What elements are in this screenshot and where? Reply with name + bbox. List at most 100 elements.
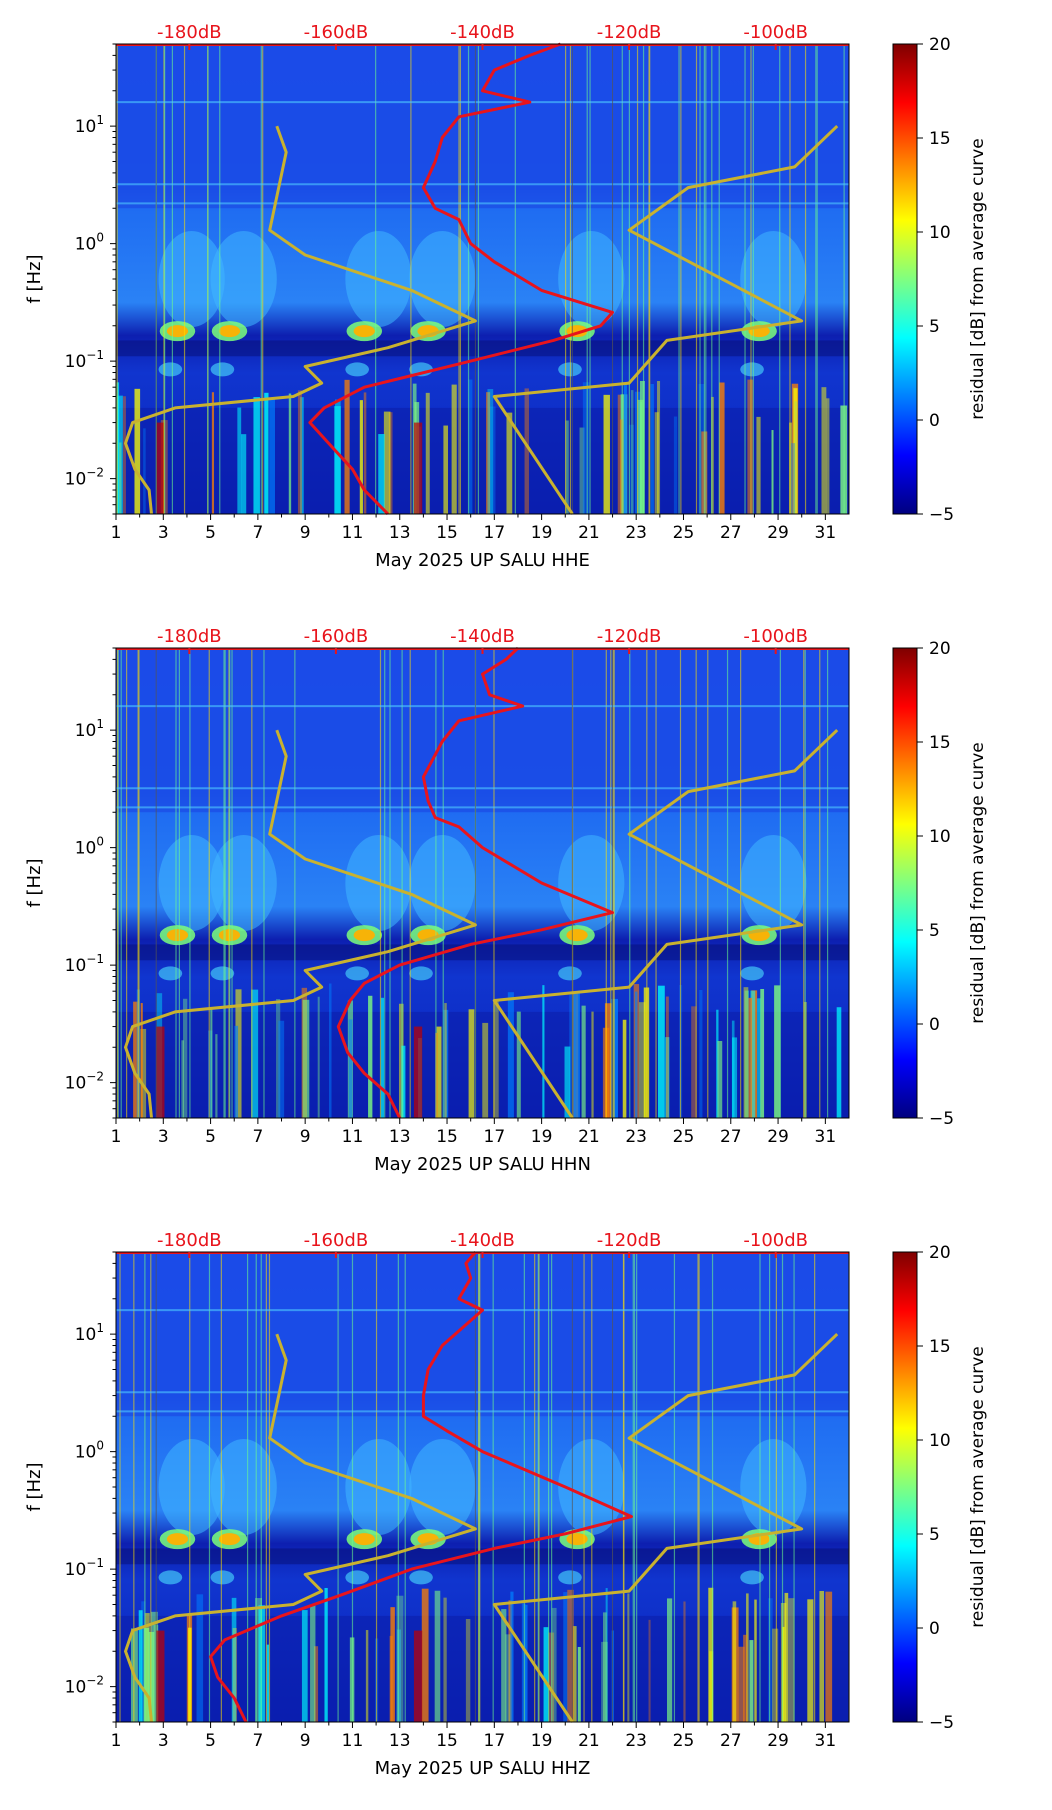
- median-psd-curve: [336, 646, 614, 1119]
- colorbar-tick-label: −5: [929, 1109, 954, 1129]
- x-tick-label: 19: [531, 1731, 553, 1751]
- x-tick-label: 23: [625, 523, 647, 543]
- median-psd-curve: [209, 1251, 633, 1723]
- noise-model-curve: [124, 729, 477, 1119]
- x-tick-label: 5: [205, 1127, 216, 1147]
- lf-streak: [623, 383, 627, 514]
- lf-streak: [138, 1610, 143, 1722]
- microseism-peak: [353, 325, 375, 338]
- x-tick-label: 21: [578, 523, 600, 543]
- lf-streak: [493, 999, 499, 1118]
- lf-streak: [743, 1634, 748, 1722]
- colorbar-gradient: [892, 1251, 918, 1723]
- lf-band: [116, 407, 849, 514]
- colorbar-tick-label: 15: [929, 733, 951, 753]
- lf-streak: [380, 997, 385, 1118]
- lf-streak: [141, 1601, 146, 1722]
- x-tick-label: 7: [252, 1127, 263, 1147]
- y-tick-label: 100: [75, 835, 104, 859]
- lf-burst: [413, 1026, 423, 1118]
- lf-streak: [208, 1030, 213, 1118]
- x-tick-label: 5: [205, 1731, 216, 1751]
- lf-streak: [591, 1011, 594, 1118]
- lf-streak: [234, 1025, 239, 1118]
- lf-streak: [443, 425, 449, 514]
- lf-streak: [150, 1611, 158, 1722]
- lf-streak: [683, 1601, 686, 1722]
- lf-streak: [738, 1646, 745, 1722]
- db-tick-label: -140dB: [450, 22, 515, 43]
- microseism-halo: [210, 1439, 277, 1535]
- lf-streak: [732, 1601, 737, 1722]
- x-tick-label: 7: [252, 1731, 263, 1751]
- lf-streak: [638, 1002, 646, 1118]
- lf-streak: [398, 1003, 404, 1118]
- lf-streak: [772, 1628, 779, 1722]
- lf-streak: [743, 987, 749, 1118]
- colorbar: 20 15 10 5 0 −5 residual [dB] from average cur…: [892, 35, 988, 525]
- y-axis-label: f [Hz]: [24, 254, 45, 303]
- quiet-band: [116, 944, 849, 961]
- microseism-halo: [740, 835, 807, 931]
- lf-streak: [487, 389, 494, 514]
- curves: [124, 1251, 839, 1723]
- lf-streak: [784, 1592, 789, 1722]
- colorbar-tick-label: 10: [929, 827, 951, 847]
- lf-streak: [601, 1641, 608, 1722]
- lf-streak: [657, 985, 665, 1118]
- lf-streak: [278, 1020, 285, 1118]
- noise-model-curve: [124, 1333, 477, 1723]
- lf-streak: [807, 1599, 814, 1722]
- quiet-band: [116, 1548, 849, 1565]
- lf-burst: [413, 1630, 423, 1722]
- lf-streak: [699, 989, 703, 1118]
- lf-streak: [313, 1646, 319, 1722]
- x-tick-label: 1: [111, 523, 122, 543]
- y-tick-label: 10−2: [65, 1070, 104, 1094]
- secondary-event: [210, 362, 235, 377]
- lf-streak: [396, 1595, 404, 1722]
- lf-streak: [133, 1001, 139, 1118]
- x-tick-label: 1: [111, 1731, 122, 1751]
- x-tick-label: 31: [815, 523, 837, 543]
- secondary-event: [409, 1570, 433, 1585]
- lf-streak: [634, 991, 638, 1118]
- x-tick-label: 3: [158, 1127, 169, 1147]
- lf-streak: [521, 1603, 526, 1722]
- lf-streak: [344, 379, 350, 514]
- secondary-event: [158, 1570, 183, 1585]
- x-tick-label: 15: [436, 1127, 458, 1147]
- lf-streak: [465, 1618, 471, 1722]
- colorbar-tick-label: −5: [929, 1713, 954, 1733]
- x-tick-label: 13: [389, 1731, 411, 1751]
- lf-streak: [329, 983, 332, 1118]
- lf-streak: [434, 1590, 441, 1722]
- x-tick-label: 27: [720, 1127, 742, 1147]
- noise-model-curve: [492, 1333, 839, 1723]
- lf-streak: [253, 397, 260, 514]
- secondary-event: [210, 1570, 235, 1585]
- noise-model-curve: [492, 729, 839, 1119]
- lf-burst: [156, 1630, 165, 1722]
- colorbar-tick-label: 5: [929, 317, 940, 337]
- lf-streak: [300, 397, 304, 514]
- lf-streak: [819, 1590, 824, 1722]
- secondary-event: [345, 1570, 370, 1585]
- lf-streak: [482, 1022, 489, 1118]
- lf-streak: [443, 1597, 447, 1722]
- lf-streak: [524, 1604, 528, 1722]
- microseism-halo: [740, 1439, 807, 1535]
- lf-streak: [140, 1003, 143, 1118]
- colorbar-tick-label: 20: [929, 639, 951, 659]
- lf-streak: [468, 379, 473, 514]
- microseism-halo: [158, 835, 225, 931]
- lf-streak: [235, 989, 242, 1118]
- x-tick-label: 25: [673, 1127, 695, 1147]
- db-tick-label: -140dB: [450, 626, 515, 647]
- lf-streak: [826, 398, 830, 514]
- noise-model-curve: [492, 125, 839, 515]
- colorbar-label: residual [dB] from average curve: [968, 742, 988, 1023]
- lf-streak: [666, 1598, 673, 1722]
- db-tick-label: -180dB: [157, 22, 222, 43]
